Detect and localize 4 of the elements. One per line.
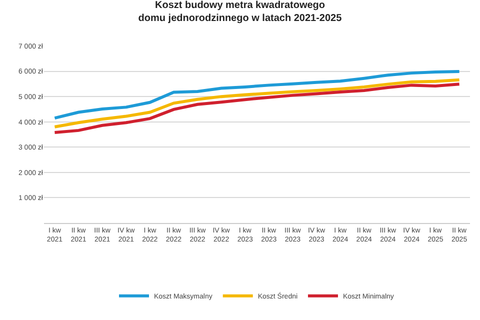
chart-title: Koszt budowy metra kwadratowego domu jednorodzinnego w latach 2021-2025 [138,0,342,24]
line-series [53,82,461,134]
line-series [53,70,461,120]
line-series [53,78,461,128]
